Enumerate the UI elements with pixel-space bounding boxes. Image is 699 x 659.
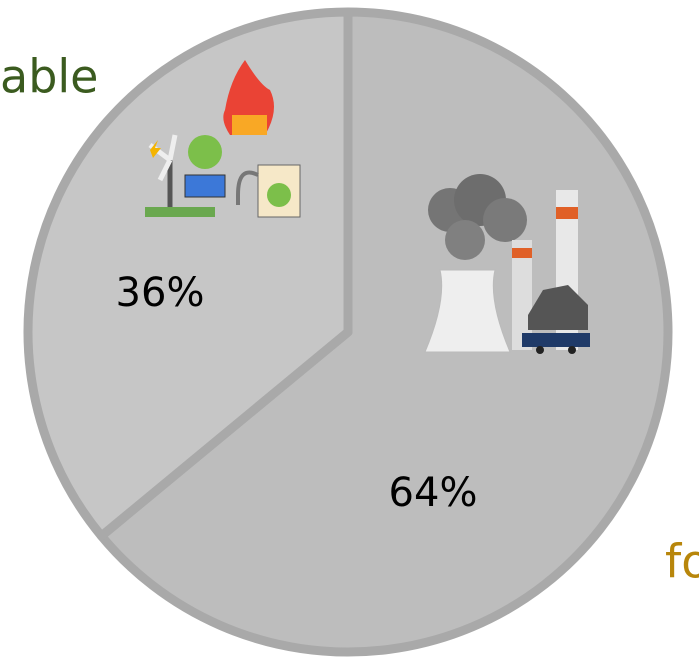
category-label: fo xyxy=(665,535,699,589)
fossil-icon xyxy=(424,174,590,354)
pie-slice xyxy=(23,7,353,541)
icons xyxy=(145,60,590,354)
pie-slice xyxy=(96,7,673,657)
category-label: able xyxy=(0,50,98,104)
slices xyxy=(23,7,673,657)
value-label: 36% xyxy=(116,270,205,316)
value-label: 64% xyxy=(389,470,478,516)
renewable-icon xyxy=(145,60,301,218)
